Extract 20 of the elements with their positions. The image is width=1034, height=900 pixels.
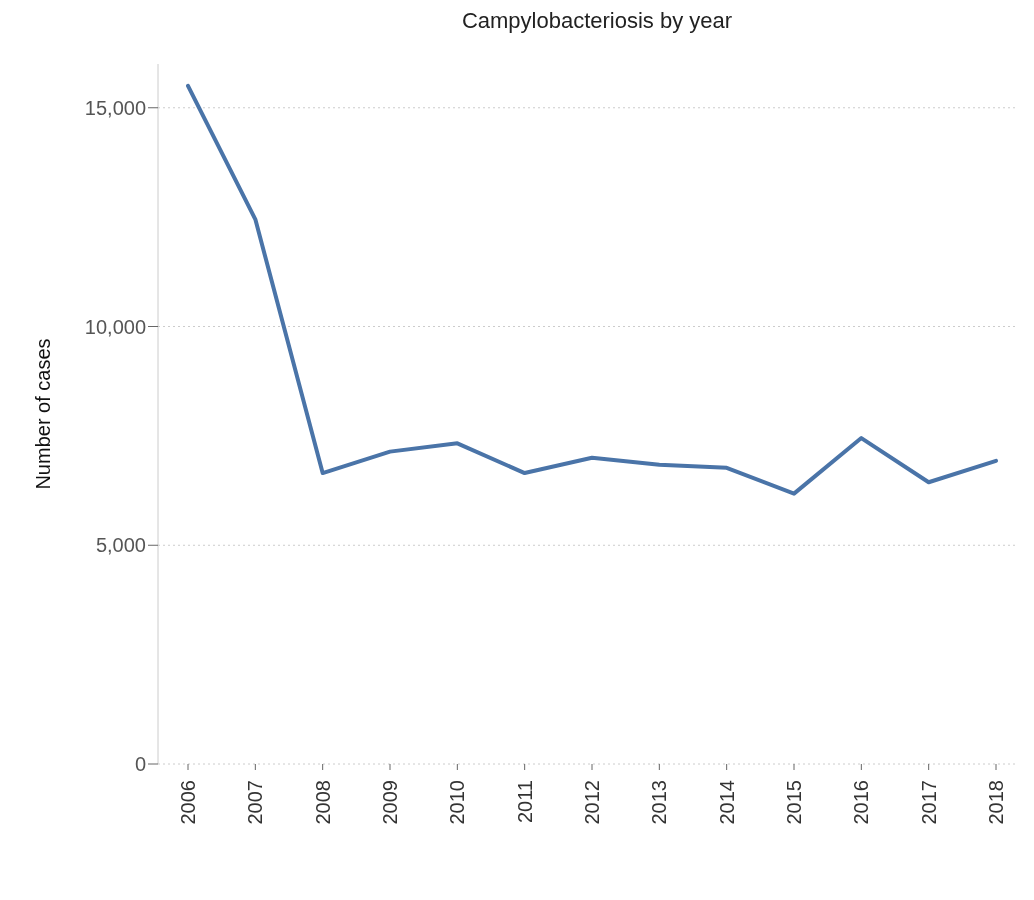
- x-tick-label: 2008: [311, 780, 334, 825]
- x-tick-label: 2006: [177, 780, 199, 825]
- x-tick-label: 2013: [648, 780, 671, 825]
- x-tick-label: 2010: [446, 780, 469, 825]
- y-axis-title: Number of cases: [32, 338, 55, 490]
- line-series: [186, 83, 998, 496]
- y-tick-label: 10,000: [84, 315, 146, 338]
- x-tick-label: 2009: [379, 780, 401, 825]
- y-tick-label: 5,000: [95, 534, 146, 557]
- y-tick-label: 0: [134, 753, 146, 776]
- x-tick-label: 2007: [244, 780, 267, 825]
- x-tick-label: 2016: [850, 780, 873, 825]
- x-tick-label: 2017: [917, 780, 940, 825]
- x-tick-label: 2014: [715, 780, 738, 825]
- y-tick-label: 15,000: [84, 96, 146, 119]
- x-tick-label: 2015: [783, 780, 805, 825]
- x-tick-label: 2018: [985, 780, 1007, 825]
- chart-title: Campylobacteriosis by year: [460, 8, 734, 34]
- x-tick-label: 2012: [581, 780, 603, 825]
- x-tick-label: 2011: [513, 780, 536, 824]
